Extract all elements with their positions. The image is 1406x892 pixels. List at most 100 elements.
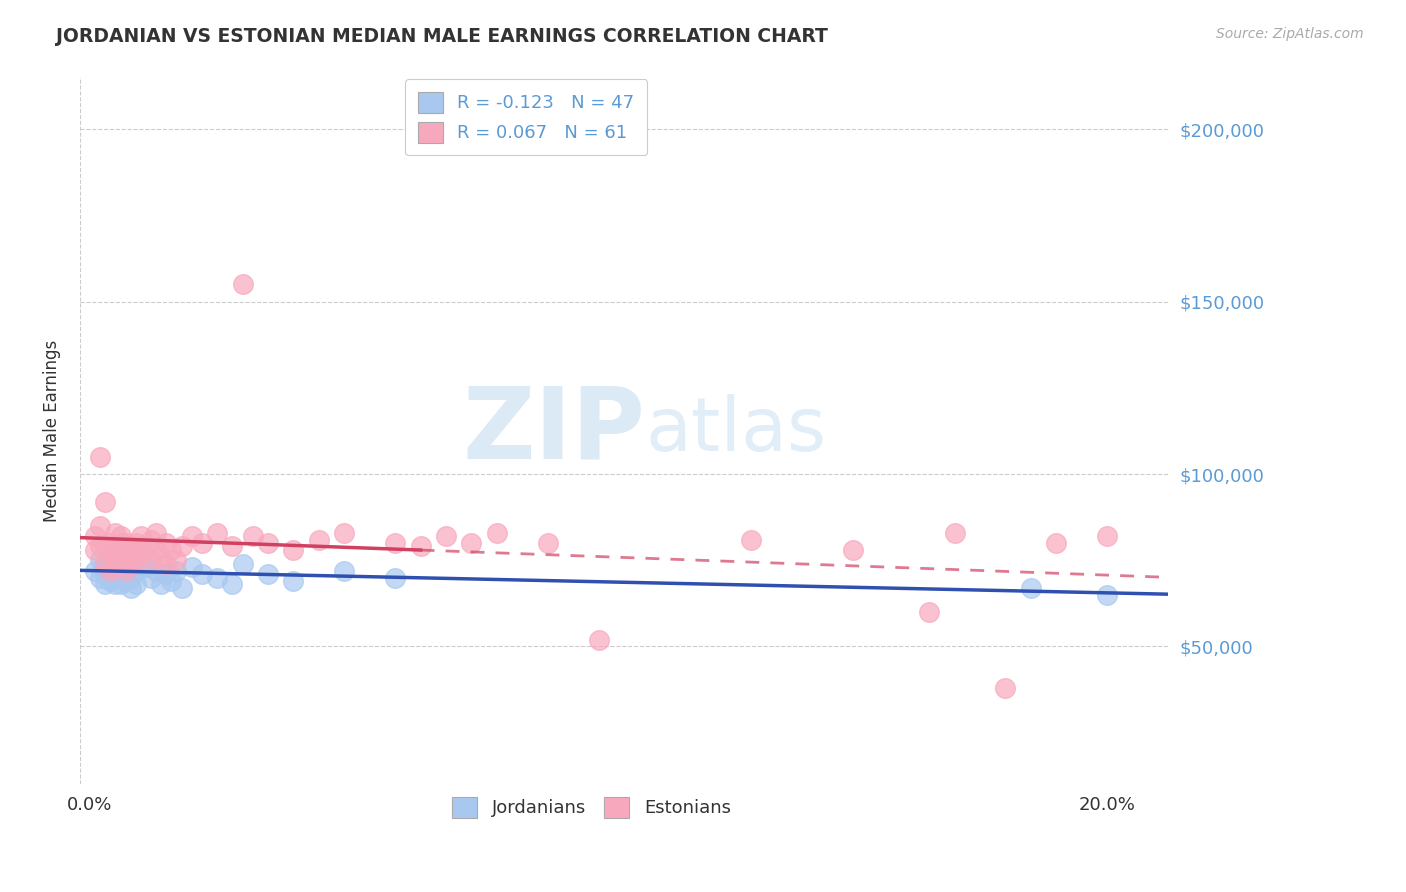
Point — [114, 574, 136, 588]
Point — [135, 560, 157, 574]
Point — [384, 536, 406, 550]
Point — [84, 564, 107, 578]
Point — [100, 536, 122, 550]
Point — [125, 553, 148, 567]
Point — [104, 560, 127, 574]
Point — [160, 542, 183, 557]
Point — [114, 549, 136, 564]
Point — [166, 564, 188, 578]
Point — [125, 577, 148, 591]
Point — [221, 540, 243, 554]
Point — [943, 525, 966, 540]
Point — [160, 574, 183, 588]
Point — [740, 533, 762, 547]
Point — [89, 553, 111, 567]
Point — [104, 577, 127, 591]
Point — [139, 553, 162, 567]
Text: JORDANIAN VS ESTONIAN MEDIAN MALE EARNINGS CORRELATION CHART: JORDANIAN VS ESTONIAN MEDIAN MALE EARNIN… — [56, 27, 828, 45]
Point — [125, 536, 148, 550]
Point — [994, 681, 1017, 695]
Point — [129, 546, 152, 560]
Point — [1045, 536, 1067, 550]
Point — [1095, 529, 1118, 543]
Point — [205, 570, 228, 584]
Point — [120, 570, 142, 584]
Point — [135, 540, 157, 554]
Point — [94, 542, 117, 557]
Point — [114, 557, 136, 571]
Point — [89, 518, 111, 533]
Point — [333, 525, 356, 540]
Point — [129, 540, 152, 554]
Point — [139, 570, 162, 584]
Point — [89, 540, 111, 554]
Point — [94, 560, 117, 574]
Point — [150, 549, 173, 564]
Point — [100, 564, 122, 578]
Point — [166, 553, 188, 567]
Point — [110, 557, 132, 571]
Point — [257, 536, 280, 550]
Point — [155, 536, 177, 550]
Text: atlas: atlas — [645, 394, 827, 467]
Point — [110, 577, 132, 591]
Point — [120, 557, 142, 571]
Point — [145, 525, 167, 540]
Point — [221, 577, 243, 591]
Point — [104, 564, 127, 578]
Point — [110, 542, 132, 557]
Point — [170, 540, 193, 554]
Point — [100, 557, 122, 571]
Point — [129, 557, 152, 571]
Point — [155, 567, 177, 582]
Point — [120, 560, 142, 574]
Point — [150, 577, 173, 591]
Point — [191, 536, 214, 550]
Legend: Jordanians, Estonians: Jordanians, Estonians — [444, 789, 738, 825]
Point — [104, 557, 127, 571]
Point — [110, 536, 132, 550]
Point — [145, 564, 167, 578]
Point — [191, 567, 214, 582]
Point — [409, 540, 432, 554]
Point — [537, 536, 560, 550]
Point — [170, 581, 193, 595]
Point — [104, 549, 127, 564]
Point — [100, 574, 122, 588]
Point — [588, 632, 610, 647]
Point — [283, 542, 305, 557]
Point — [384, 570, 406, 584]
Text: Source: ZipAtlas.com: Source: ZipAtlas.com — [1216, 27, 1364, 41]
Point — [94, 577, 117, 591]
Point — [94, 567, 117, 582]
Point — [283, 574, 305, 588]
Point — [110, 546, 132, 560]
Point — [84, 542, 107, 557]
Point — [434, 529, 457, 543]
Point — [104, 525, 127, 540]
Point — [232, 277, 254, 292]
Point — [155, 557, 177, 571]
Point — [125, 564, 148, 578]
Point — [180, 560, 202, 574]
Text: ZIP: ZIP — [463, 383, 645, 479]
Point — [114, 536, 136, 550]
Point — [485, 525, 508, 540]
Point — [333, 564, 356, 578]
Point — [918, 605, 941, 619]
Point — [120, 542, 142, 557]
Point — [104, 542, 127, 557]
Point — [110, 564, 132, 578]
Point — [139, 533, 162, 547]
Point — [205, 525, 228, 540]
Point — [114, 553, 136, 567]
Point — [94, 557, 117, 571]
Point — [84, 529, 107, 543]
Point — [120, 581, 142, 595]
Point — [257, 567, 280, 582]
Point — [232, 557, 254, 571]
Point — [180, 529, 202, 543]
Y-axis label: Median Male Earnings: Median Male Earnings — [44, 340, 60, 522]
Point — [100, 546, 122, 560]
Point — [842, 542, 865, 557]
